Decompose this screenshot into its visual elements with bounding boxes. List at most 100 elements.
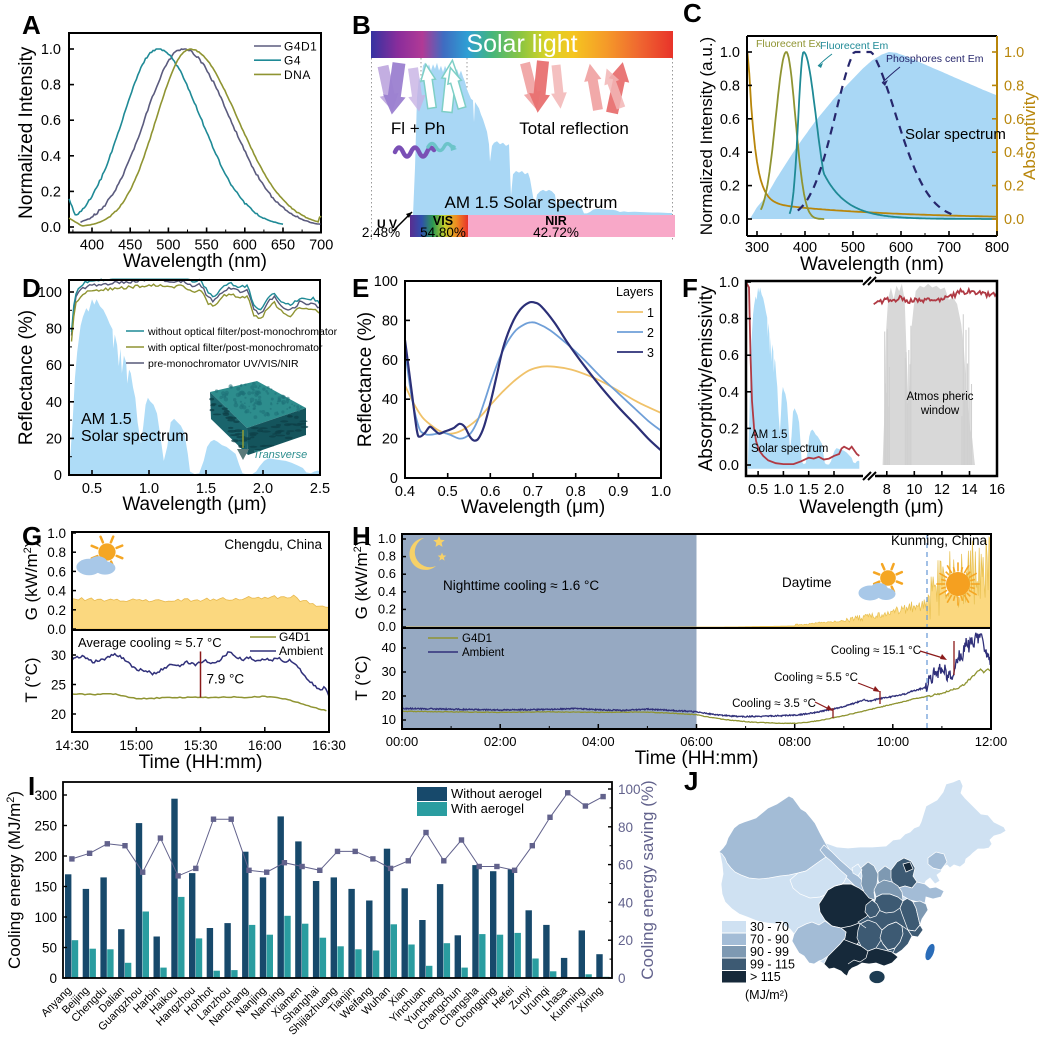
svg-text:Phosphores cent Em: Phosphores cent Em — [886, 53, 984, 65]
svg-text:250: 250 — [34, 819, 57, 834]
svg-text:500: 500 — [156, 238, 180, 254]
svg-text:70 - 90: 70 - 90 — [750, 933, 789, 947]
svg-text:1.0: 1.0 — [773, 482, 793, 498]
svg-text:Fl + Ph: Fl + Ph — [391, 119, 445, 138]
svg-text:G (kW/m2): G (kW/m2) — [22, 542, 41, 621]
svg-text:2.48%: 2.48% — [362, 225, 400, 240]
svg-text:0.4: 0.4 — [1004, 145, 1024, 161]
svg-text:1.0: 1.0 — [651, 484, 671, 500]
svg-text:100: 100 — [618, 782, 641, 797]
svg-text:30: 30 — [382, 664, 396, 679]
svg-text:42.72%: 42.72% — [533, 225, 579, 240]
svg-text:2.5: 2.5 — [310, 481, 330, 497]
svg-text:G4D1: G4D1 — [462, 633, 492, 645]
svg-text:D: D — [22, 273, 41, 303]
svg-text:10: 10 — [906, 482, 922, 498]
svg-text:NIR: NIR — [545, 214, 567, 228]
svg-text:E: E — [352, 273, 369, 303]
svg-text:0.9: 0.9 — [608, 484, 628, 500]
svg-text:Solar spectrum: Solar spectrum — [751, 443, 828, 455]
svg-text:Time (HH:mm): Time (HH:mm) — [635, 748, 759, 769]
svg-text:25: 25 — [51, 678, 66, 693]
svg-text:Absorptivity: Absorptivity — [1020, 92, 1039, 180]
svg-text:H: H — [352, 521, 371, 551]
svg-text:0.5: 0.5 — [438, 484, 458, 500]
svg-text:700: 700 — [309, 238, 333, 254]
svg-text:1.0: 1.0 — [1004, 45, 1024, 61]
svg-text:Absorptivity/emissivity: Absorptivity/emissivity — [696, 285, 717, 471]
svg-text:1.5: 1.5 — [196, 481, 216, 497]
svg-text:0.2: 0.2 — [47, 603, 66, 618]
svg-text:Cooling ≈ 3.5 °C: Cooling ≈ 3.5 °C — [732, 698, 816, 710]
svg-text:G (kW/m2): G (kW/m2) — [352, 541, 371, 620]
svg-text:30 - 70: 30 - 70 — [750, 920, 789, 934]
svg-text:20: 20 — [51, 707, 66, 722]
svg-text:G4D1: G4D1 — [284, 40, 317, 54]
svg-text:0.8: 0.8 — [1004, 78, 1024, 94]
svg-text:0.6: 0.6 — [41, 113, 61, 129]
svg-text:(MJ/m²): (MJ/m²) — [745, 988, 788, 1002]
svg-text:Wavelength (μm): Wavelength (μm) — [461, 497, 605, 518]
svg-text:20: 20 — [46, 431, 62, 447]
svg-text:20: 20 — [618, 933, 633, 948]
svg-text:0.0: 0.0 — [719, 458, 739, 474]
svg-text:100: 100 — [34, 910, 57, 925]
svg-text:2.0: 2.0 — [253, 481, 273, 497]
svg-text:Normalized Intensity: Normalized Intensity — [16, 46, 37, 219]
svg-text:800: 800 — [985, 240, 1009, 256]
svg-text:J: J — [684, 766, 698, 796]
svg-text:08:00: 08:00 — [778, 734, 811, 749]
svg-text:0.8: 0.8 — [41, 78, 61, 94]
svg-text:40: 40 — [618, 895, 633, 910]
svg-text:AM 1.5: AM 1.5 — [751, 429, 787, 441]
svg-text:0.2: 0.2 — [720, 179, 740, 195]
svg-text:Wavelength (μm): Wavelength (μm) — [122, 494, 266, 515]
svg-text:20: 20 — [382, 688, 396, 703]
svg-text:Kunming, China: Kunming, China — [891, 533, 988, 548]
svg-text:DNA: DNA — [284, 68, 311, 82]
svg-text:10:00: 10:00 — [877, 734, 910, 749]
svg-text:VIS: VIS — [433, 214, 453, 228]
svg-text:Ambient: Ambient — [462, 647, 505, 659]
svg-text:2.0: 2.0 — [824, 482, 844, 498]
svg-text:400: 400 — [793, 240, 817, 256]
svg-text:Cooling energy (MJ/m2): Cooling energy (MJ/m2) — [5, 791, 24, 969]
svg-text:0: 0 — [54, 468, 62, 484]
svg-text:1.0: 1.0 — [719, 275, 739, 291]
svg-text:pre-monochromator UV/VIS/NIR: pre-monochromator UV/VIS/NIR — [148, 358, 299, 370]
svg-text:99 - 115: 99 - 115 — [750, 958, 795, 972]
svg-text:0.5: 0.5 — [82, 481, 102, 497]
svg-text:60: 60 — [382, 353, 398, 369]
svg-text:0.0: 0.0 — [41, 220, 61, 236]
svg-text:90 - 99: 90 - 99 — [750, 945, 789, 959]
svg-text:14:30: 14:30 — [55, 738, 89, 753]
svg-text:0.6: 0.6 — [378, 566, 396, 581]
svg-text:Normalized Intensity (a.u.): Normalized Intensity (a.u.) — [697, 37, 716, 235]
svg-text:3: 3 — [647, 346, 654, 360]
svg-text:G4: G4 — [284, 54, 301, 68]
svg-text:100: 100 — [38, 285, 62, 301]
svg-text:0.8: 0.8 — [719, 312, 739, 328]
svg-text:80: 80 — [618, 820, 633, 835]
svg-text:60: 60 — [46, 358, 62, 374]
svg-text:B: B — [352, 10, 371, 40]
svg-text:Time (HH:mm): Time (HH:mm) — [139, 752, 263, 773]
svg-text:0.4: 0.4 — [719, 385, 739, 401]
svg-text:500: 500 — [841, 240, 865, 256]
svg-text:60: 60 — [618, 858, 633, 873]
svg-text:1.0: 1.0 — [378, 531, 396, 546]
svg-text:54.80%: 54.80% — [420, 225, 466, 240]
svg-text:7.9 °C: 7.9 °C — [207, 671, 245, 686]
svg-text:10: 10 — [382, 712, 396, 727]
svg-text:0.4: 0.4 — [47, 584, 66, 599]
svg-text:600: 600 — [889, 240, 913, 256]
svg-text:8: 8 — [883, 482, 891, 498]
svg-text:0.7: 0.7 — [523, 484, 543, 500]
svg-text:U V: U V — [377, 217, 397, 231]
svg-text:0.2: 0.2 — [1004, 179, 1024, 195]
svg-text:1: 1 — [647, 306, 654, 320]
svg-text:Without aerogel: Without aerogel — [451, 786, 542, 801]
svg-text:30: 30 — [51, 648, 66, 663]
svg-text:AM 1.5 Solar spectrum: AM 1.5 Solar spectrum — [445, 193, 618, 212]
svg-text:T (°C): T (°C) — [22, 657, 41, 702]
